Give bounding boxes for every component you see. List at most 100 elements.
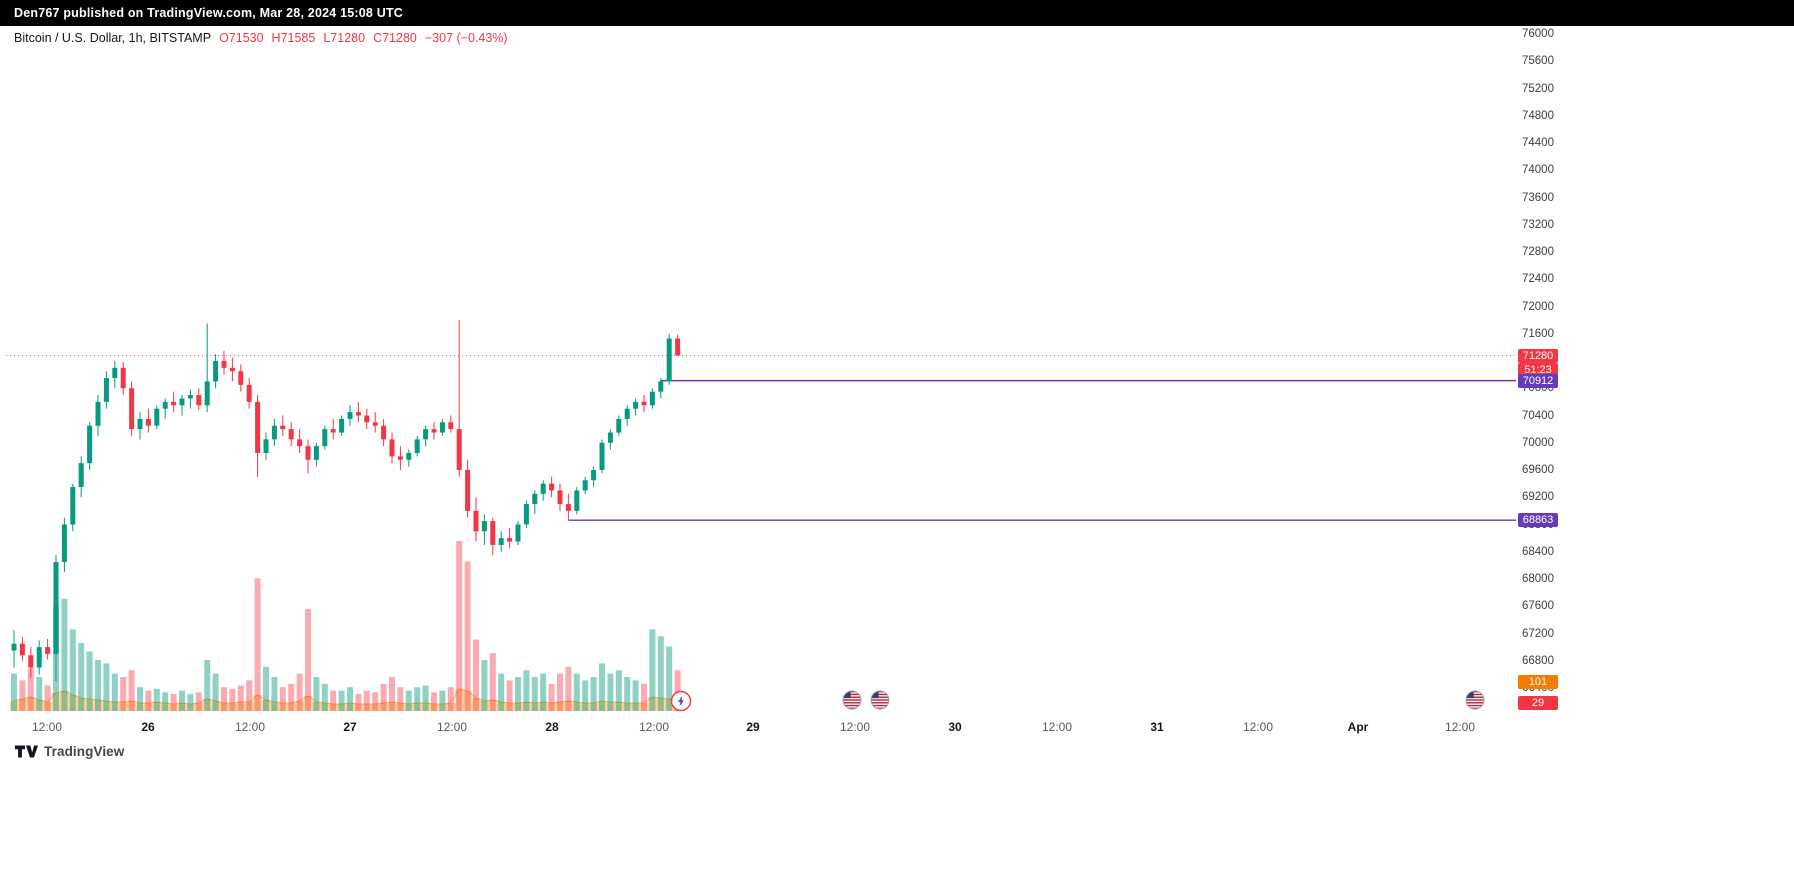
candle-body [322, 429, 328, 447]
volume-bar [321, 683, 328, 711]
candle-body [238, 371, 244, 385]
candle-body [649, 391, 655, 406]
volume-bar [498, 673, 505, 711]
volume-bar [515, 677, 521, 711]
time-axis-label: 27 [343, 720, 357, 734]
us-flag-event-icon[interactable] [870, 690, 890, 710]
indicator-band-bar [287, 703, 296, 711]
candle-body [305, 446, 311, 460]
indicator-band-bar [396, 703, 405, 711]
volume-bar [632, 680, 639, 711]
indicator-band-bar [127, 701, 137, 711]
indicator-band-bar [253, 695, 263, 711]
candle-body [431, 429, 437, 433]
price-chart-canvas[interactable] [0, 26, 1516, 714]
level-price-label: 70912 [1518, 373, 1558, 388]
candle-body [221, 361, 227, 368]
lightning-event-icon[interactable] [670, 690, 692, 712]
indicator-band-bar [51, 693, 61, 711]
candle-body [364, 415, 370, 423]
indicator-band-bar [270, 702, 279, 711]
indicator-band-bar [631, 703, 641, 711]
symbol-title: Bitcoin / U.S. Dollar, 1h, BITSTAMP [14, 31, 212, 45]
indicator-band-bar [119, 702, 128, 711]
volume-bar [565, 666, 572, 711]
volume-bar [187, 694, 194, 711]
indicator-band-bar [480, 701, 489, 711]
indicator-band-bar [665, 699, 674, 711]
volume-bar [229, 688, 236, 711]
candle-body [120, 367, 126, 389]
indicator-band-bar [354, 704, 363, 711]
candle-body [28, 655, 34, 668]
time-axis[interactable]: 12:00 26 12:00 27 12:00 28 12:00 29 12:00 30 12:00… [0, 714, 1516, 742]
candle-body [95, 401, 101, 426]
indicator-band-bar [371, 704, 380, 711]
volume-bar [170, 694, 177, 711]
indicator-band-bar [186, 704, 195, 711]
candle-body [330, 429, 336, 433]
time-axis-label: 12:00 [638, 720, 670, 734]
volume-bar [405, 690, 412, 711]
candle-body [557, 490, 563, 505]
volume-bar [397, 687, 404, 711]
candle-body [389, 439, 395, 457]
price-tick-label: 67600 [1522, 600, 1554, 613]
volume-bar [590, 677, 597, 711]
time-axis-label: 12:00 [1444, 720, 1476, 734]
volume-bar [439, 690, 446, 711]
indicator-band-bar [236, 702, 246, 711]
indicator-band-bar [35, 700, 44, 711]
us-flag-event-icon[interactable] [1465, 690, 1485, 710]
candle-body [339, 418, 345, 433]
candle-body [515, 524, 521, 542]
time-axis-label: 12:00 [234, 720, 266, 734]
volume-bar [44, 685, 51, 711]
indicator-band-bar [455, 689, 464, 711]
volume-bar [263, 666, 269, 711]
price-tick-label: 69200 [1522, 491, 1554, 504]
volume-bar [195, 692, 202, 711]
candle-body [45, 647, 51, 654]
volume-bar [489, 653, 496, 711]
volume-bar [641, 683, 647, 711]
volume-bar [674, 670, 681, 711]
indicator-band-bar [194, 703, 204, 711]
volume-bar [305, 609, 311, 711]
time-axis-label: 31 [1150, 720, 1164, 734]
time-axis-label: 12:00 [31, 720, 63, 734]
price-tick-label: 74000 [1522, 164, 1554, 177]
tradingview-attribution[interactable]: TradingView [14, 744, 124, 759]
price-tick-label: 75600 [1522, 55, 1554, 68]
us-flag-event-icon[interactable] [842, 690, 862, 710]
indicator-band-bar [429, 704, 439, 711]
tradingview-wordmark: TradingView [44, 744, 125, 759]
volume-bar [271, 677, 278, 711]
indicator-band-bar [329, 704, 338, 711]
candle-body [162, 401, 168, 409]
indicator-band-bar [161, 703, 170, 711]
indicator-band-bar [387, 702, 397, 711]
indicator-band-bar [26, 697, 36, 711]
candle-body [355, 412, 361, 416]
volume-bar [179, 690, 185, 711]
volume-bar [649, 629, 656, 711]
candle-body [381, 425, 387, 440]
volume-bar [246, 680, 253, 711]
volume-bar [27, 668, 34, 711]
indicator-band-bar [404, 704, 414, 711]
publish-bar: Den767 published on TradingView.com, Mar… [0, 0, 1794, 26]
candle-body [498, 538, 504, 545]
candle-body [372, 422, 378, 426]
candle-body [213, 361, 219, 382]
price-axis[interactable]: 76000 75600 75200 74800 74400 74000 73600 73200… [1516, 26, 1794, 740]
candle-body [271, 425, 277, 440]
volume-bar [666, 646, 673, 711]
price-tick-label: 74800 [1522, 109, 1554, 122]
ohlc-close: C71280 [373, 31, 417, 45]
candle-body [145, 418, 151, 426]
indicator-band-bar [320, 703, 330, 711]
volume-bar [506, 680, 513, 711]
candle-body [36, 647, 42, 668]
